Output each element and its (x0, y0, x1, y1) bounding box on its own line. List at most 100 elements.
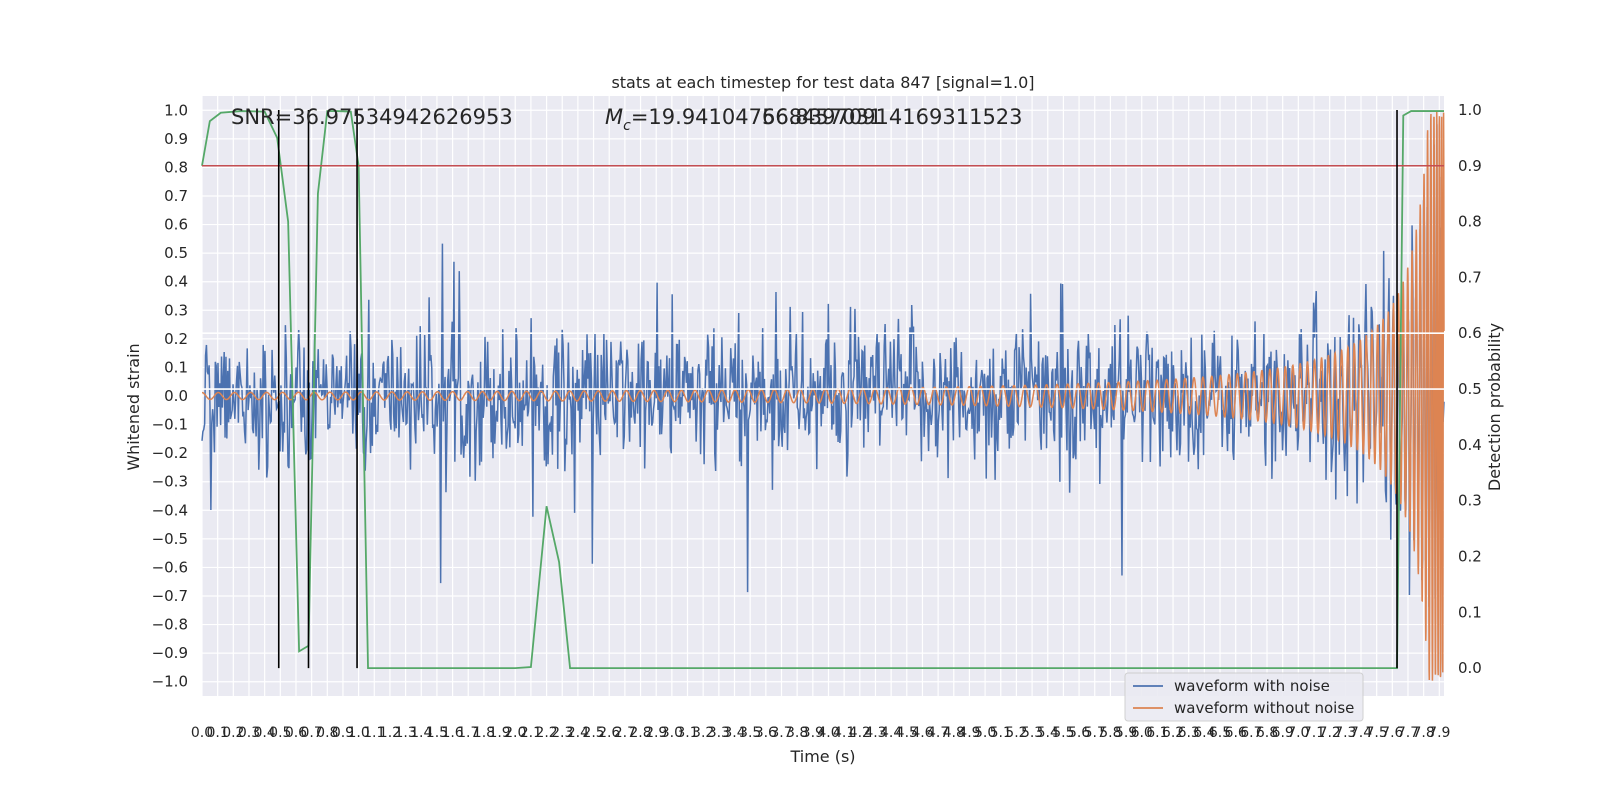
x-tick-label: 2.8 (629, 725, 651, 741)
y-axis-left-label: Whitened strain (124, 343, 143, 470)
y-left-tick-label: −0.7 (152, 587, 188, 605)
x-tick-label: 5.9 (1115, 725, 1137, 741)
x-tick-label: 3.4 (723, 725, 745, 741)
x-tick-label: 2.5 (582, 725, 604, 741)
y-right-tick-label: 0.6 (1458, 324, 1482, 342)
x-tick-label: 0.6 (285, 725, 307, 741)
legend: waveform with noise waveform without noi… (1124, 672, 1364, 722)
x-tick-label: 4.3 (864, 725, 886, 741)
x-tick-label: 4.4 (880, 725, 902, 741)
x-tick-label: 4.8 (943, 725, 965, 741)
x-tick-label: 1.7 (457, 725, 479, 741)
x-tick-label: 2.9 (645, 725, 667, 741)
x-tick-label: 4.2 (849, 725, 871, 741)
y-left-tick-label: 0.7 (164, 187, 188, 205)
x-tick-label: 1.3 (394, 725, 416, 741)
y-right-tick-label: 0.7 (1458, 268, 1482, 286)
x-tick-label: 7.2 (1319, 725, 1341, 741)
y-left-tick-label: 0.9 (164, 130, 188, 148)
series-detection-probability (201, 110, 1444, 669)
y-right-tick-label: 0.2 (1458, 547, 1482, 565)
x-tick-label: 6.1 (1146, 725, 1168, 741)
x-tick-label: 0.7 (301, 725, 323, 741)
x-tick-label: 7.7 (1397, 725, 1419, 741)
y-left-tick-label: −0.9 (152, 644, 188, 662)
y-left-tick-label: 1.0 (164, 101, 188, 119)
x-tick-label: 5.6 (1068, 725, 1090, 741)
x-tick-label: 5.8 (1099, 725, 1121, 741)
x-tick-label: 0.5 (269, 725, 291, 741)
x-tick-label: 2.1 (520, 725, 542, 741)
mc-overlap-annotation: 56.83970914169311523 (762, 105, 1023, 129)
x-tick-label: 7.6 (1381, 725, 1403, 741)
x-tick-label: 6.8 (1256, 725, 1278, 741)
x-tick-label: 3.7 (770, 725, 792, 741)
y-left-tick-label: 0.0 (164, 387, 188, 405)
x-tick-label: 7.4 (1350, 725, 1372, 741)
x-tick-label: 6.5 (1209, 725, 1231, 741)
x-tick-label: 4.1 (833, 725, 855, 741)
x-tick-label: 0.0 (191, 725, 213, 741)
x-tick-label: 2.0 (504, 725, 526, 741)
x-tick-label: 2.4 (567, 725, 589, 741)
y-left-tick-label: −0.6 (152, 558, 188, 576)
x-tick-label: 0.8 (316, 725, 338, 741)
x-tick-label: 3.1 (676, 725, 698, 741)
x-tick-label: 7.0 (1287, 725, 1309, 741)
x-tick-label: 6.2 (1162, 725, 1184, 741)
legend-label-noise: waveform with noise (1174, 677, 1330, 695)
y-right-tick-label: 0.8 (1458, 213, 1482, 231)
x-tick-label: 5.1 (990, 725, 1012, 741)
x-tick-label: 5.3 (1021, 725, 1043, 741)
x-tick-label: 5.5 (1052, 725, 1074, 741)
x-tick-label: 1.1 (363, 725, 385, 741)
x-tick-label: 1.5 (426, 725, 448, 741)
x-tick-label: 3.2 (692, 725, 714, 741)
x-tick-label: 5.2 (1005, 725, 1027, 741)
y-right-tick-label: 0.3 (1458, 492, 1482, 510)
x-axis-label: Time (s) (789, 747, 855, 766)
x-tick-label: 1.6 (441, 725, 463, 741)
x-tick-label: 3.0 (661, 725, 683, 741)
y-left-tick-label: −0.2 (152, 444, 188, 462)
y-right-tick-label: 0.1 (1458, 603, 1482, 621)
y-left-tick-label: 0.8 (164, 158, 188, 176)
y-right-tick-label: 0.9 (1458, 157, 1482, 175)
chart-title: stats at each timestep for test data 847… (611, 73, 1034, 92)
x-tick-label: 7.3 (1334, 725, 1356, 741)
tick-layer: 0.00.10.20.30.40.50.60.70.80.91.01.11.21… (152, 101, 1482, 741)
x-tick-label: 6.7 (1240, 725, 1262, 741)
y-right-tick-label: 0.5 (1458, 380, 1482, 398)
x-tick-label: 0.1 (207, 725, 229, 741)
x-tick-label: 7.9 (1428, 725, 1450, 741)
series-layer (201, 111, 1445, 681)
y-left-tick-label: −0.1 (152, 416, 188, 434)
x-tick-label: 2.3 (551, 725, 573, 741)
x-tick-label: 0.3 (238, 725, 260, 741)
y-left-tick-label: 0.5 (164, 244, 188, 262)
x-tick-label: 1.8 (473, 725, 495, 741)
x-tick-label: 5.4 (1037, 725, 1059, 741)
y-left-tick-label: −0.4 (152, 501, 188, 519)
x-tick-label: 1.9 (488, 725, 510, 741)
y-left-tick-label: −1.0 (152, 673, 188, 691)
y-left-tick-label: 0.1 (164, 358, 188, 376)
x-tick-label: 5.0 (974, 725, 996, 741)
mc-annotation: Mc=19.941047668457031 (605, 105, 882, 134)
y-right-tick-label: 0.4 (1458, 436, 1482, 454)
y-left-tick-label: 0.6 (164, 216, 188, 234)
snr-annotation: SNR=36.97534942626953 (231, 105, 513, 129)
y-left-tick-label: −0.5 (152, 530, 188, 548)
y-left-tick-label: 0.2 (164, 330, 188, 348)
x-tick-label: 7.8 (1413, 725, 1435, 741)
x-tick-label: 6.3 (1178, 725, 1200, 741)
x-tick-label: 7.5 (1366, 725, 1388, 741)
y-left-tick-label: 0.4 (164, 273, 188, 291)
x-tick-label: 6.6 (1225, 725, 1247, 741)
legend-label-clean: waveform without noise (1174, 699, 1354, 717)
x-tick-label: 1.2 (379, 725, 401, 741)
y-left-tick-label: −0.8 (152, 616, 188, 634)
x-tick-label: 2.6 (598, 725, 620, 741)
x-tick-label: 4.7 (927, 725, 949, 741)
